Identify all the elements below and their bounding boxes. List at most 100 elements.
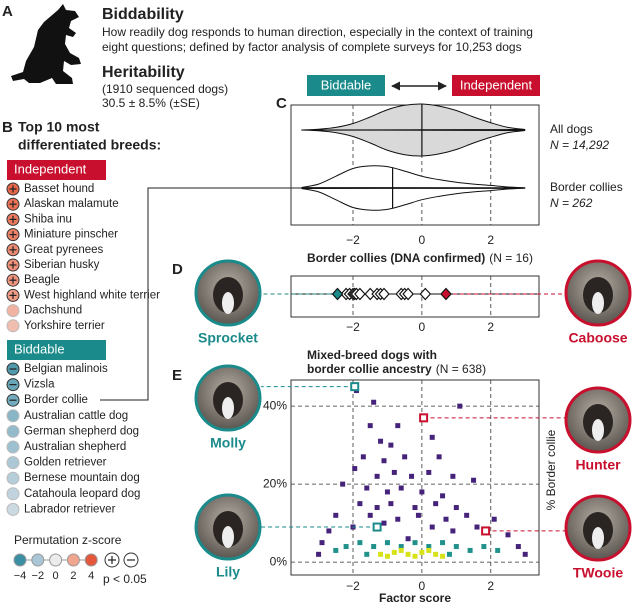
point: [319, 540, 325, 546]
highlight-point: [350, 382, 360, 392]
point: [419, 489, 425, 495]
point: [398, 547, 404, 553]
breed-name: Labrador retriever: [24, 503, 116, 515]
breed-name: Great pyrenees: [24, 244, 104, 256]
panel-label: C: [276, 95, 287, 112]
group-box: [7, 340, 106, 360]
breed-name: Miniature pinscher: [24, 229, 118, 241]
group-name: All dogs: [550, 122, 593, 136]
point: [381, 520, 387, 526]
dog-name: Molly: [210, 435, 246, 451]
x-axis-label: Factor score: [379, 591, 451, 605]
point: [381, 458, 387, 464]
chart-title: Border collies (DNA confirmed) (N = 16): [307, 251, 533, 265]
legend-tick-label: 0: [53, 570, 59, 582]
point: [436, 454, 442, 460]
point: [440, 553, 446, 559]
diamond: [354, 287, 366, 301]
point: [388, 442, 394, 448]
violin-half: [301, 187, 526, 211]
z-score-dot: [6, 456, 20, 470]
x-tick-label: 0: [419, 579, 426, 593]
y-tick-label: 0%: [270, 554, 288, 568]
panel-label: D: [172, 261, 183, 278]
highlight-point: [372, 522, 382, 532]
dog-name: Hunter: [575, 457, 621, 473]
legend-swatch: [13, 553, 27, 567]
diamond: [419, 287, 432, 301]
description: eight questions; defined by factor analy…: [102, 40, 522, 54]
significance-label: p < 0.05: [103, 572, 147, 586]
panel-label: A: [2, 3, 13, 20]
connector: [100, 187, 301, 401]
dog-blaze: [222, 292, 234, 314]
breed-name: Basset hound: [24, 183, 94, 195]
z-score-dot: [6, 409, 20, 423]
plot-frame: [290, 379, 540, 576]
plot-frame: [290, 275, 540, 318]
point: [429, 524, 435, 530]
z-score-dot: [6, 319, 20, 333]
axis-label: Independent: [460, 77, 533, 92]
breed-name: Bernese mountain dog: [24, 472, 140, 484]
highlight-point: [481, 526, 491, 536]
diamond: [440, 287, 452, 301]
point: [464, 512, 470, 518]
y-axis-label: % Border collie: [544, 429, 558, 510]
legend-title: Permutation z-score: [14, 533, 122, 547]
dog-blaze: [592, 419, 604, 441]
point: [333, 512, 339, 518]
point: [412, 540, 418, 546]
point: [374, 505, 380, 511]
x-tick-label: −2: [346, 320, 360, 334]
point: [446, 551, 452, 557]
breed-name: Catahoula leopard dog: [24, 488, 140, 500]
z-score-dot: [6, 424, 20, 438]
group-box: [7, 160, 106, 180]
n-label: (N = 16): [489, 251, 533, 265]
group-label: Biddable: [14, 341, 65, 356]
label-box: [307, 75, 385, 96]
point: [412, 553, 418, 559]
title-text: Border collies (DNA confirmed): [307, 251, 485, 265]
point: [360, 454, 366, 460]
breed-name: West highland white terrier: [24, 289, 160, 301]
point: [433, 501, 439, 507]
panel-label: B: [2, 119, 13, 136]
breeds-title: Top 10 most: [18, 119, 100, 135]
x-tick-label: 2: [487, 579, 494, 593]
point: [429, 434, 435, 440]
breed-name: Vizsla: [24, 379, 55, 391]
point: [419, 549, 425, 555]
point: [364, 551, 370, 557]
point: [457, 403, 463, 409]
point: [467, 547, 473, 553]
title-text: border collie ancestry: [307, 362, 432, 376]
point: [371, 399, 377, 405]
heritability-title: Heritability: [102, 64, 185, 81]
chart-title: border collie ancestry (N = 638): [307, 362, 486, 376]
point: [316, 551, 322, 557]
legend-swatch: [66, 553, 80, 567]
dog-name: TWooie: [573, 565, 624, 581]
point: [384, 553, 390, 559]
highlight-point: [419, 413, 429, 423]
breed-name: Alaskan malamute: [24, 198, 119, 210]
point: [340, 481, 346, 487]
point: [398, 544, 404, 550]
x-tick-label: 2: [487, 320, 494, 334]
dog-silhouette: [11, 4, 81, 84]
dog-name: Sprocket: [198, 330, 258, 346]
point: [450, 528, 456, 534]
title: Biddability: [102, 6, 184, 23]
x-tick-label: 2: [487, 233, 494, 247]
y-tick-label: 40%: [263, 398, 287, 412]
legend-tick-label: −2: [32, 570, 45, 582]
x-tick-label: 0: [419, 233, 426, 247]
point: [378, 551, 384, 557]
group-n: N = 262: [550, 196, 593, 210]
z-score-dot: [6, 502, 20, 516]
y-tick-label: 20%: [263, 476, 287, 490]
n-label: (N = 638): [436, 362, 486, 376]
